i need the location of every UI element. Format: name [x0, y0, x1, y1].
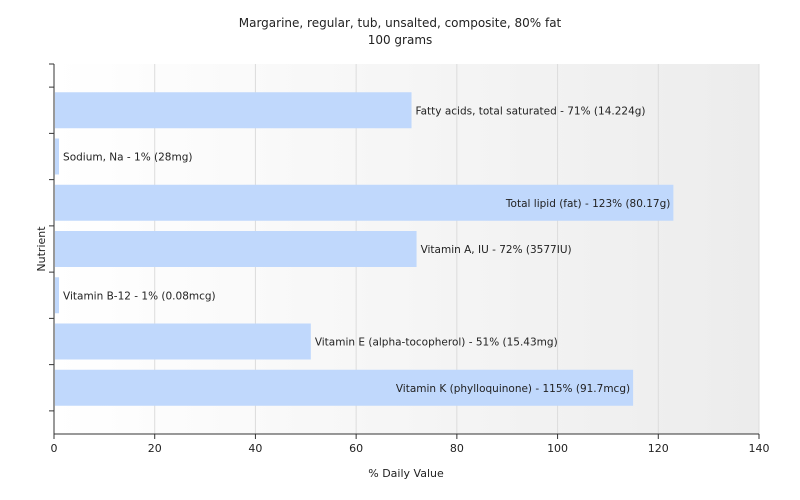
bar	[55, 184, 674, 221]
x-tick-label: 40	[248, 442, 262, 455]
x-tick-label: 120	[648, 442, 669, 455]
bar	[55, 231, 417, 267]
bar	[55, 369, 634, 406]
bar-label: Total lipid (fat) - 123% (80.17g)	[505, 198, 670, 210]
bars-group	[55, 92, 674, 406]
x-tick-label: 60	[349, 442, 363, 455]
bar-label: Vitamin A, IU - 72% (3577IU)	[421, 244, 572, 256]
x-tick-label: 80	[450, 442, 464, 455]
x-tick-label: 0	[51, 442, 58, 455]
bar-labels-group: Fatty acids, total saturated - 71% (14.2…	[63, 105, 670, 395]
bar	[55, 323, 311, 360]
axes-group	[49, 63, 759, 435]
bar	[55, 277, 60, 314]
chart-title: Margarine, regular, tub, unsalted, compo…	[239, 16, 562, 30]
y-axis-label: Nutrient	[35, 226, 48, 272]
x-ticks-group: 0 20 40 60 80 100 120 140	[51, 434, 770, 455]
x-tick-label: 20	[148, 442, 162, 455]
bar	[55, 138, 60, 175]
x-axis-label: % Daily Value	[368, 467, 444, 480]
bar-label: Sodium, Na - 1% (28mg)	[63, 152, 192, 164]
x-tick-label: 100	[547, 442, 568, 455]
x-tick-label: 140	[749, 442, 770, 455]
bar-label: Vitamin B-12 - 1% (0.08mcg)	[63, 290, 216, 302]
bar	[55, 92, 412, 129]
bar-label: Vitamin E (alpha-tocopherol) - 51% (15.4…	[315, 337, 558, 349]
bar-label: Fatty acids, total saturated - 71% (14.2…	[416, 105, 646, 117]
chart-subtitle: 100 grams	[368, 33, 433, 47]
bar-label: Vitamin K (phylloquinone) - 115% (91.7mc…	[396, 383, 630, 395]
